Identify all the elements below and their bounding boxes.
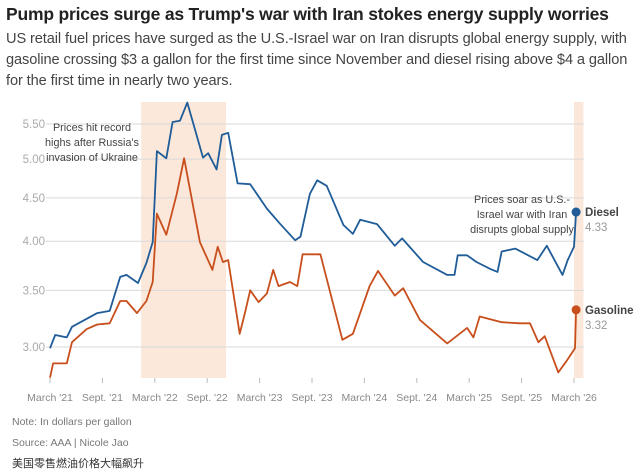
x-tick-label: Sept. '25	[501, 392, 542, 404]
series-lines	[49, 101, 581, 378]
gasoline-label: Gasoline	[585, 305, 634, 317]
x-tick-label: Sept. '24	[396, 392, 437, 404]
gasoline-value: 3.32	[585, 320, 607, 332]
x-axis: March '21 Sept. '21 March '22 Sept. '22 Marc…	[27, 378, 597, 404]
annotation-line: invasion of Ukraine	[46, 152, 138, 164]
chart-subtitle: US retail fuel prices have surged as the…	[6, 31, 628, 89]
shaded-periods	[141, 102, 584, 378]
diesel-value: 4.33	[585, 222, 607, 234]
gasoline-end-dot	[571, 305, 581, 315]
annotations: Prices hit record highs after Russia's inv…	[45, 122, 574, 236]
chart-title: Pump prices surge as Trump's war with Ir…	[6, 4, 609, 24]
y-tick-label: 3.00	[23, 342, 45, 354]
y-tick-label: 5.50	[23, 119, 45, 131]
annotation-line: Israel war with Iran	[477, 209, 568, 221]
x-tick-label: Sept. '23	[291, 392, 332, 404]
x-tick-label: Sept. '22	[187, 392, 228, 404]
x-tick-label: Sept. '21	[82, 392, 123, 404]
x-tick-label: March '25	[446, 392, 492, 404]
x-tick-label: March '21	[27, 392, 73, 404]
annotation-line: highs after Russia's	[45, 137, 139, 149]
x-tick-label: March '23	[237, 392, 283, 404]
shaded-period-0	[141, 102, 227, 378]
shaded-period-1	[574, 102, 584, 378]
chart-source: Source: AAA | Nicole Jao	[12, 437, 129, 449]
x-tick-label: March '24	[342, 392, 388, 404]
gridlines	[46, 123, 584, 348]
diesel-line	[49, 101, 577, 349]
annotation-line: Prices hit record	[53, 122, 131, 134]
diesel-label: Diesel	[585, 207, 619, 219]
annotation-line: disrupts global supply	[470, 224, 574, 236]
diesel-end-dot	[571, 207, 581, 217]
x-tick-label: March '26	[551, 392, 597, 404]
gasoline-line	[49, 157, 577, 378]
y-tick-label: 4.00	[23, 236, 45, 248]
y-tick-label: 3.50	[23, 285, 45, 297]
x-tick-label: March '22	[132, 392, 178, 404]
line-chart: March '21 Sept. '21 March '22 Sept. '22 Marc…	[23, 101, 634, 404]
end-labels: Diesel 4.33 Gasoline 3.32	[585, 207, 634, 332]
chart-note: Note: In dollars per gallon	[12, 416, 132, 428]
y-tick-label: 4.50	[23, 193, 45, 205]
annotation-line: Prices soar as U.S.-	[474, 194, 570, 206]
y-tick-label: 5.00	[23, 154, 45, 166]
y-axis: 3.00 3.50 4.00 4.50 5.00 5.50	[23, 119, 45, 354]
chinese-caption: 美国零售燃油价格大幅飙升	[12, 458, 144, 470]
